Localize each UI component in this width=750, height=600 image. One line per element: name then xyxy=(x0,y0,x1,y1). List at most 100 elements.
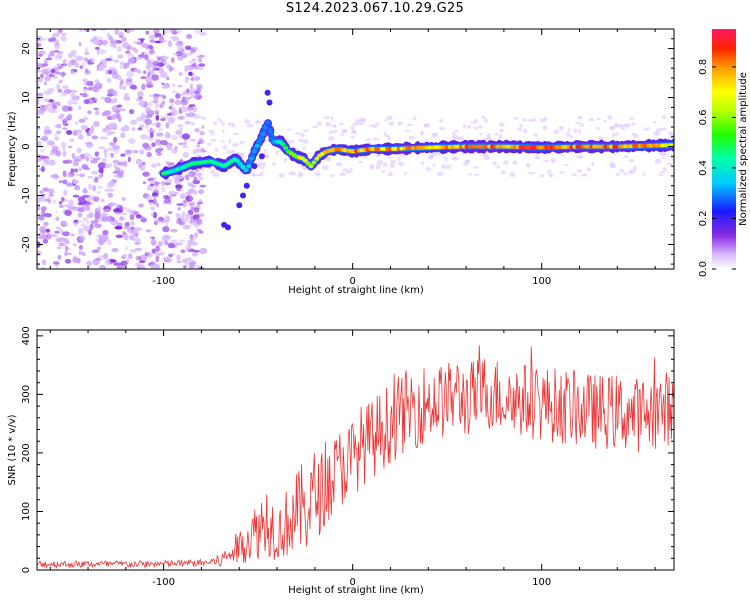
spectrogram-noise-blob xyxy=(82,217,89,222)
spectrogram-noise-blob xyxy=(66,174,72,179)
spectrogram-noise-blob xyxy=(137,127,143,131)
spectrogram-noise-blob xyxy=(81,92,88,98)
spectrogram-noise-blob xyxy=(166,76,170,81)
spectrogram-noise-blob xyxy=(188,235,197,241)
spectrogram-noise-blob xyxy=(144,124,150,130)
spectrogram-noise-blob xyxy=(567,127,571,132)
spectrogram-noise-blob xyxy=(83,99,90,105)
spectrogram-noise-blob xyxy=(77,212,83,218)
spectrogram-noise-blob xyxy=(48,193,55,198)
spectrogram-noise-blob xyxy=(612,132,616,138)
spectrogram-noise-blob xyxy=(628,158,635,163)
spectrogram-noise-blob xyxy=(38,214,45,221)
spectrogram-noise-blob xyxy=(466,173,474,176)
spectrogram-noise-blob xyxy=(94,110,100,116)
spectrogram-noise-blob xyxy=(170,228,178,233)
spectrogram-noise-blob xyxy=(96,49,100,56)
spectrogram-noise-blob xyxy=(136,41,143,45)
spectrogram-noise-blob xyxy=(150,122,158,126)
spectrogram-noise-blob xyxy=(62,221,68,226)
spectrogram-noise-blob xyxy=(145,229,152,233)
spectrogram-noise-blob xyxy=(94,79,100,83)
spectrogram-noise-blob xyxy=(161,187,166,193)
spectrogram-noise-blob xyxy=(189,220,197,226)
spectrogram-noise-blob xyxy=(619,168,625,173)
spectrogram-noise-blob xyxy=(340,129,348,134)
spectrogram-noise-blob xyxy=(159,104,164,109)
spectrogram-noise-blob xyxy=(143,70,147,74)
spectrogram-noise-blob xyxy=(388,156,394,159)
spectrogram-noise-blob xyxy=(473,118,478,124)
colorbar-tick-label: 0.2 xyxy=(698,211,709,227)
spectrogram-noise-blob xyxy=(78,105,82,111)
spectrogram-noise-blob xyxy=(114,59,120,63)
spectrogram-noise-blob xyxy=(141,43,149,48)
spectrogram-noise-blob xyxy=(177,84,183,88)
spectrogram-noise-blob xyxy=(534,155,541,160)
spectrogram-noise-blob xyxy=(129,119,138,126)
spectrogram-noise-blob xyxy=(168,252,176,256)
spectrogram-noise-blob xyxy=(482,152,488,157)
spectrogram-noise-blob xyxy=(439,119,444,123)
spectrogram-noise-blob xyxy=(542,159,550,162)
spectrogram-noise-blob xyxy=(198,54,205,58)
spectrogram-noise-blob xyxy=(154,66,158,70)
spectrogram-noise-blob xyxy=(90,154,94,162)
spectrogram-noise-blob xyxy=(57,254,62,260)
spectrogram-noise-blob xyxy=(64,209,72,216)
spectrogram-noise-blob xyxy=(522,118,527,123)
spectrogram-noise-blob xyxy=(358,122,364,126)
spectrogram-noise-blob xyxy=(302,147,307,150)
spectrogram-noise-blob xyxy=(155,55,159,59)
spectrogram-noise-blob xyxy=(132,150,139,154)
spectrogram-noise-blob xyxy=(90,125,95,132)
spectrogram-noise-blob xyxy=(164,198,171,204)
spectrogram-noise-blob xyxy=(73,221,78,227)
spectrogram-noise-blob xyxy=(78,132,83,138)
spectrogram-noise-blob xyxy=(76,147,82,154)
spectrogram-noise-blob xyxy=(103,110,112,116)
spectrogram-noise-blob xyxy=(56,130,62,135)
spectrogram-noise-blob xyxy=(52,199,57,204)
spectrogram-noise-blob xyxy=(339,133,345,136)
spectrogram-noise-blob xyxy=(105,69,109,75)
spectrogram-noise-blob xyxy=(62,170,67,177)
spectrogram-noise-blob xyxy=(139,124,145,128)
spectrogram-noise-blob xyxy=(251,172,255,177)
spectrogram-noise-blob xyxy=(142,181,147,185)
spectrogram-noise-blob xyxy=(115,234,124,239)
spectrogram-noise-blob xyxy=(196,144,200,148)
spectrogram-noise-blob xyxy=(97,185,104,190)
snr-axes: -100 0 100 0 100 200 300 400 xyxy=(21,326,674,588)
spectrogram-noise-blob xyxy=(77,196,86,203)
spectrogram-noise-blob xyxy=(408,136,416,140)
spectrogram-noise-blob xyxy=(38,50,46,55)
spectrogram-noise-blob xyxy=(121,217,126,220)
spectrogram-noise-blob xyxy=(278,173,285,178)
spectrogram-noise-blob xyxy=(85,261,91,265)
spectrogram-noise-blob xyxy=(472,166,479,169)
spectrogram-noise-blob xyxy=(420,131,424,136)
spectrogram-noise-blob xyxy=(330,174,336,177)
spectrogram-noise-blob xyxy=(150,212,154,216)
spectrogram-noise-blob xyxy=(98,254,104,261)
spectrogram-noise-blob xyxy=(170,135,178,141)
spectrogram-noise-blob xyxy=(157,240,164,247)
spectrogram-noise-blob xyxy=(623,155,629,158)
spectrogram-noise-blob xyxy=(259,171,264,177)
spectrogram-noise-blob xyxy=(56,83,61,90)
spectrogram-noise-blob xyxy=(228,138,232,144)
spectrogram-noise-blob xyxy=(194,218,202,222)
spectrogram-noise-blob xyxy=(126,208,133,213)
spectrogram-noise-blob xyxy=(149,131,154,138)
spectrogram-noise-blob xyxy=(179,127,184,131)
spectrogram-noise-blob xyxy=(62,150,67,157)
spectrogram-noise-blob xyxy=(462,161,469,166)
spectrogram-noise-blob xyxy=(191,64,196,67)
spectrogram-noise-blob xyxy=(182,145,189,149)
spectrogram-noise-blob xyxy=(467,124,472,129)
spectrogram-noise-blob xyxy=(106,32,111,37)
spectrogram-noise-blob xyxy=(188,60,196,64)
spectrogram-noise-blob xyxy=(175,213,181,218)
